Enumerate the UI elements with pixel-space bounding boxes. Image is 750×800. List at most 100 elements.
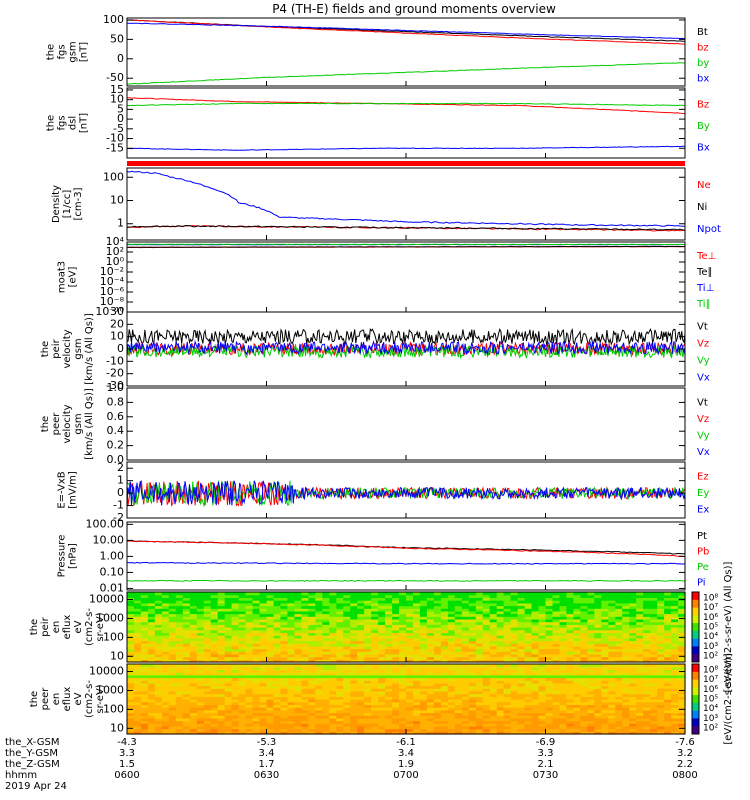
heatmap-cell: [364, 688, 372, 692]
heatmap-cell: [482, 618, 491, 623]
heatmap-cell: [245, 728, 254, 732]
heatmap-cell: [182, 656, 191, 660]
heatmap-cell: [587, 637, 595, 642]
heatmap-cell: [357, 669, 365, 673]
heatmap-cell: [161, 629, 170, 633]
heatmap-cell: [657, 688, 665, 692]
heatmap-cell: [622, 701, 630, 705]
heatmap-cell: [175, 715, 184, 719]
heatmap-cell: [433, 605, 442, 609]
heatmap-cell: [217, 656, 226, 660]
heatmap-cell: [678, 653, 686, 658]
heatmap-cell: [601, 715, 609, 719]
heatmap-cell: [385, 643, 393, 647]
heatmap-cell: [238, 666, 247, 670]
heatmap-cell: [357, 728, 365, 732]
heatmap-cell: [615, 672, 623, 676]
heatmap-cell: [510, 672, 519, 676]
heatmap-cell: [440, 637, 449, 642]
heatmap-cell: [433, 680, 442, 684]
heatmap-cell: [629, 618, 637, 623]
heatmap-cell: [127, 725, 135, 730]
heatmap-cell: [650, 621, 658, 625]
heatmap-cell: [447, 674, 456, 679]
heatmap-cell: [127, 656, 135, 660]
heatmap-cell: [210, 608, 219, 612]
heatmap-cell: [538, 723, 547, 727]
heatmap-cell: [531, 656, 540, 660]
heatmap-cell: [468, 594, 477, 598]
x-row-value: -6.1: [396, 737, 416, 748]
heatmap-cell: [503, 690, 512, 695]
heatmap-cell: [168, 629, 177, 633]
heatmap-cell: [322, 709, 330, 714]
heatmap-cell: [678, 693, 686, 697]
heatmap-cell: [364, 674, 372, 679]
heatmap-cell: [252, 618, 261, 623]
heatmap-cell: [189, 693, 198, 697]
heatmap-cell: [503, 605, 512, 609]
heatmap-cell: [413, 731, 421, 735]
heatmap-cell: [280, 648, 288, 652]
heatmap-cell: [196, 685, 205, 689]
heatmap-cell: [489, 659, 498, 663]
heatmap-cell: [433, 666, 442, 670]
heatmap-cell: [601, 656, 609, 660]
heatmap-cell: [322, 637, 330, 642]
heatmap-cell: [336, 704, 344, 708]
heatmap-cell: [615, 674, 623, 679]
heatmap-cell: [671, 728, 679, 732]
heatmap-cell: [559, 688, 568, 692]
heatmap-cell: [552, 621, 561, 625]
heatmap-cell: [545, 693, 554, 697]
heatmap-cell: [517, 685, 526, 689]
heatmap-cell: [566, 680, 574, 684]
heatmap-cell: [650, 653, 658, 658]
legend-label-Vy: Vy: [697, 356, 710, 367]
heatmap-cell: [468, 664, 477, 668]
heatmap-cell: [503, 610, 512, 615]
heatmap-cell: [336, 600, 344, 604]
heatmap-cell: [147, 709, 156, 714]
heatmap-cell: [489, 632, 498, 636]
heatmap-cell: [294, 618, 302, 623]
heatmap-cell: [615, 704, 623, 708]
heatmap-cell: [440, 635, 449, 639]
series-line-Vx: [126, 339, 686, 356]
heatmap-cell: [140, 608, 149, 612]
y-tick-label: 100: [103, 702, 124, 715]
y-tick-label: -2: [113, 511, 124, 524]
heatmap-cell: [573, 635, 581, 639]
heatmap-cell: [224, 651, 233, 655]
heatmap-cell: [168, 693, 177, 697]
heatmap-cell: [587, 666, 595, 670]
heatmap-cell: [343, 720, 351, 724]
heatmap-cell: [175, 624, 184, 628]
heatmap-cell: [308, 621, 316, 625]
heatmap-cell: [371, 627, 379, 631]
heatmap-cell: [280, 600, 288, 604]
heatmap-cell: [301, 629, 309, 633]
heatmap-cell: [308, 672, 316, 676]
heatmap-cell: [134, 723, 142, 727]
heatmap-cell: [433, 677, 442, 681]
heatmap-cell: [475, 728, 484, 732]
heatmap-cell: [315, 610, 323, 615]
heatmap-cell: [440, 723, 449, 727]
heatmap-cell: [566, 720, 574, 724]
heatmap-cell: [545, 717, 554, 722]
heatmap-cell: [524, 715, 533, 719]
heatmap-cell: [426, 690, 435, 695]
heatmap-cell: [580, 653, 588, 658]
heatmap-cell: [664, 666, 672, 670]
heatmap-cell: [315, 731, 323, 735]
heatmap-cell: [636, 600, 644, 604]
heatmap-cell: [147, 664, 156, 668]
heatmap-cell: [392, 728, 400, 732]
heatmap-cell: [210, 690, 219, 695]
heatmap-cell: [580, 717, 588, 722]
heatmap-cell: [189, 597, 198, 601]
heatmap-cell: [154, 613, 163, 617]
heatmap-cell: [419, 608, 428, 612]
colorbar-tick-label: 10⁶: [703, 613, 718, 623]
